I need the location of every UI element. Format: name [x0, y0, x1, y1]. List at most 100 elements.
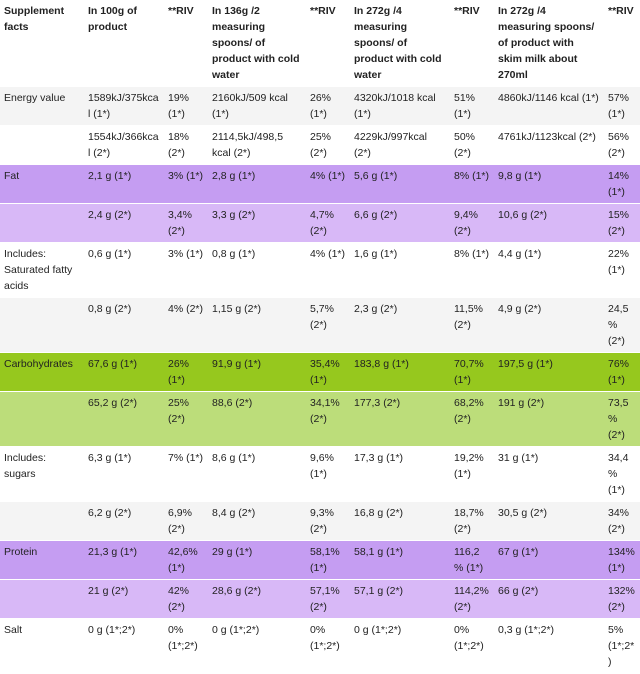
table-row: 0,8 g (2*) 4% (2*) 1,15 g (2*) 5,7% (2*) 2,3…: [0, 297, 640, 353]
value-cell: 2,8 g (1*): [212, 170, 256, 182]
value-cell: 0,8 g (1*): [212, 248, 256, 260]
value-cell: 29 g (1*): [212, 546, 253, 558]
value-cell: 42% (2*): [168, 585, 190, 613]
value-cell: 8,4 g (2*): [212, 507, 256, 519]
value-cell: 0 g (1*;2*): [212, 624, 260, 636]
value-cell: 16,8 g (2*): [354, 507, 404, 519]
value-cell: 34% (2*): [608, 507, 630, 535]
value-cell: 4,4 g (1*): [498, 248, 542, 260]
value-cell: 116,2 % (1*): [454, 546, 484, 574]
value-cell: 57,1 g (2*): [354, 585, 404, 597]
table-row: Includes: Saturated fatty acids 0,6 g (1*…: [0, 242, 640, 298]
value-cell: 2,3 g (2*): [354, 303, 398, 315]
header-cell: **RIV: [310, 5, 336, 17]
value-cell: 1,15 g (2*): [212, 303, 262, 315]
value-cell: 15% (2*): [608, 209, 630, 237]
nutrient-label-cell: Includes: sugars: [4, 452, 47, 480]
value-cell: 4,7% (2*): [310, 209, 334, 237]
header-cell: In 272g /4 measuring spoons/ of product …: [354, 5, 442, 81]
header-cell: In 100g of product: [88, 5, 138, 33]
table-body: Energy value 1589kJ/375kcal (1*) 19% (1*) 2…: [0, 86, 640, 674]
value-cell: 0% (1*;2*): [310, 624, 340, 652]
value-cell: 5,7% (2*): [310, 303, 334, 331]
value-cell: 0 g (1*;2*): [88, 624, 136, 636]
value-cell: 58,1 g (1*): [354, 546, 404, 558]
value-cell: 24,5% (2*): [608, 303, 629, 347]
value-cell: 25% (2*): [168, 397, 190, 425]
header-cell: **RIV: [454, 5, 480, 17]
nutrient-label-cell: [0, 126, 84, 165]
value-cell: 0% (1*;2*): [168, 624, 198, 652]
value-cell: 0,8 g (2*): [88, 303, 132, 315]
value-cell: 5% (1*;2*): [608, 624, 635, 668]
value-cell: 5,6 g (1*): [354, 170, 398, 182]
value-cell: 8,6 g (1*): [212, 452, 256, 464]
nutrient-label-cell: Includes: Saturated fatty acids: [4, 248, 73, 292]
value-cell: 9,4% (2*): [454, 209, 478, 237]
value-cell: 22% (1*): [608, 248, 630, 276]
table-row: Includes: sugars 6,3 g (1*) 7% (1*) 8,6 g (…: [0, 446, 640, 502]
table-row: 6,2 g (2*) 6,9% (2*) 8,4 g (2*) 9,3% (2*) 16…: [0, 501, 640, 541]
value-cell: 56% (2*): [608, 131, 630, 159]
value-cell: 3% (1*): [168, 170, 204, 182]
value-cell: 6,3 g (1*): [88, 452, 132, 464]
value-cell: 34,1% (2*): [310, 397, 340, 425]
value-cell: 134% (1*): [608, 546, 635, 574]
value-cell: 6,6 g (2*): [354, 209, 398, 221]
table-row: Salt 0 g (1*;2*) 0% (1*;2*) 0 g (1*;2*) 0% (…: [0, 618, 640, 674]
value-cell: 57% (1*): [608, 92, 630, 120]
value-cell: 66 g (2*): [498, 585, 539, 597]
nutrient-label-cell: [0, 580, 84, 619]
nutrient-label-cell: Fat: [4, 170, 20, 182]
value-cell: 177,3 (2*): [354, 397, 401, 409]
value-cell: 26% (1*): [310, 92, 332, 120]
value-cell: 3,4% (2*): [168, 209, 192, 237]
value-cell: 18,7% (2*): [454, 507, 484, 535]
value-cell: 19% (1*): [168, 92, 190, 120]
nutrient-label-cell: [0, 204, 84, 243]
table-row: Energy value 1589kJ/375kcal (1*) 19% (1*) 2…: [0, 86, 640, 126]
value-cell: 4860kJ/1146 kcal (1*): [498, 92, 599, 104]
value-cell: 57,1% (2*): [310, 585, 340, 613]
value-cell: 10,6 g (2*): [498, 209, 548, 221]
value-cell: 18% (2*): [168, 131, 190, 159]
value-cell: 73,5% (2*): [608, 397, 629, 441]
nutrient-label-cell: [0, 392, 84, 447]
value-cell: 28,6 g (2*): [212, 585, 262, 597]
value-cell: 67,6 g (1*): [88, 358, 138, 370]
value-cell: 1554kJ/366kcal (2*): [88, 131, 159, 159]
value-cell: 114,2% (2*): [454, 585, 489, 613]
value-cell: 4% (2*): [168, 303, 204, 315]
value-cell: 35,4% (1*): [310, 358, 340, 386]
value-cell: 4320kJ/1018 kcal (1*): [354, 92, 436, 120]
value-cell: 11,5% (2*): [454, 303, 483, 331]
value-cell: 67 g (1*): [498, 546, 539, 558]
value-cell: 0,3 g (1*;2*): [498, 624, 555, 636]
header-cell: In 136g /2 measuring spoons/ of product …: [212, 5, 300, 81]
value-cell: 0,6 g (1*): [88, 248, 132, 260]
value-cell: 3% (1*): [168, 248, 204, 260]
value-cell: 65,2 g (2*): [88, 397, 138, 409]
value-cell: 0% (1*;2*): [454, 624, 484, 652]
table-row: 2,4 g (2*) 3,4% (2*) 3,3 g (2*) 4,7% (2*) 6,…: [0, 203, 640, 243]
value-cell: 8% (1*): [454, 170, 490, 182]
value-cell: 9,8 g (1*): [498, 170, 542, 182]
value-cell: 25% (2*): [310, 131, 332, 159]
value-cell: 9,6% (1*): [310, 452, 334, 480]
value-cell: 4,9 g (2*): [498, 303, 542, 315]
value-cell: 8% (1*): [454, 248, 490, 260]
value-cell: 51% (1*): [454, 92, 476, 120]
value-cell: 3,3 g (2*): [212, 209, 256, 221]
value-cell: 7% (1*): [168, 452, 204, 464]
table-row: Carbohydrates 67,6 g (1*) 26% (1*) 91,9 g (…: [0, 352, 640, 392]
value-cell: 6,2 g (2*): [88, 507, 132, 519]
nutrient-label-cell: Energy value: [4, 92, 66, 104]
table-row: 1554kJ/366kcal (2*) 18% (2*) 2114,5kJ/498,…: [0, 125, 640, 165]
header-cell: **RIV: [608, 5, 634, 17]
value-cell: 4% (1*): [310, 248, 346, 260]
value-cell: 9,3% (2*): [310, 507, 334, 535]
value-cell: 1,6 g (1*): [354, 248, 398, 260]
value-cell: 4761kJ/1123kcal (2*): [498, 131, 596, 143]
value-cell: 132% (2*): [608, 585, 635, 613]
table-row: 65,2 g (2*) 25% (2*) 88,6 (2*) 34,1% (2*) 17…: [0, 391, 640, 447]
